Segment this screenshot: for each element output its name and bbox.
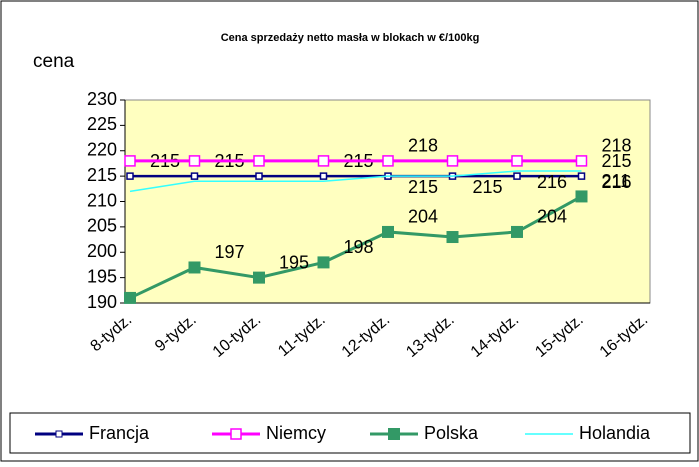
chart-title: Cena sprzedaży netto masła w blokach w €… (221, 32, 480, 44)
y-tick-label: 225 (87, 114, 117, 134)
marker (446, 155, 459, 167)
legend-label: Polska (424, 423, 479, 443)
marker (317, 155, 330, 167)
data-label: 218 (602, 136, 632, 156)
marker (253, 155, 265, 167)
marker (446, 231, 459, 244)
y-tick-label: 230 (87, 89, 117, 109)
marker (319, 172, 328, 180)
y-axis-label: cena (33, 51, 75, 72)
data-label: 216 (602, 172, 632, 192)
marker (382, 225, 394, 238)
marker (577, 172, 586, 180)
marker (513, 172, 521, 180)
data-label: 216 (537, 172, 567, 192)
legend-marker (55, 430, 63, 438)
data-label: 215 (602, 151, 632, 171)
legend (9, 412, 691, 454)
y-tick-label: 205 (87, 216, 117, 236)
marker (382, 155, 394, 167)
marker (575, 190, 588, 203)
data-label: 198 (344, 237, 374, 257)
y-tick-label: 210 (87, 190, 117, 210)
data-label: 218 (408, 136, 438, 156)
series-line (129, 195, 583, 300)
legend-label: Holandia (579, 423, 651, 443)
data-label: 215 (408, 177, 438, 197)
marker (188, 261, 201, 274)
data-label: 195 (279, 252, 309, 272)
data-label: 197 (215, 242, 245, 262)
data-label: 204 (537, 207, 567, 227)
marker (124, 291, 136, 304)
marker (124, 155, 136, 167)
marker (575, 155, 588, 167)
y-tick-label: 200 (87, 241, 117, 261)
legend-marker (388, 428, 400, 440)
marker (126, 172, 134, 180)
data-label: 215 (473, 177, 503, 197)
legend-label: Niemcy (266, 423, 326, 443)
data-label: 211 (602, 171, 631, 191)
series-line (129, 170, 582, 193)
marker (190, 172, 199, 180)
y-tick-label: 220 (87, 140, 117, 160)
marker (317, 256, 330, 269)
marker (255, 172, 263, 180)
marker (511, 225, 523, 238)
marker (253, 271, 265, 284)
marker (511, 155, 523, 167)
y-tick-label: 215 (87, 165, 117, 185)
legend-label: Francja (89, 423, 150, 443)
y-tick-label: 195 (87, 266, 117, 286)
legend-marker (230, 428, 242, 440)
y-tick-label: 190 (87, 292, 117, 312)
data-label: 204 (408, 207, 438, 227)
marker (188, 155, 201, 167)
